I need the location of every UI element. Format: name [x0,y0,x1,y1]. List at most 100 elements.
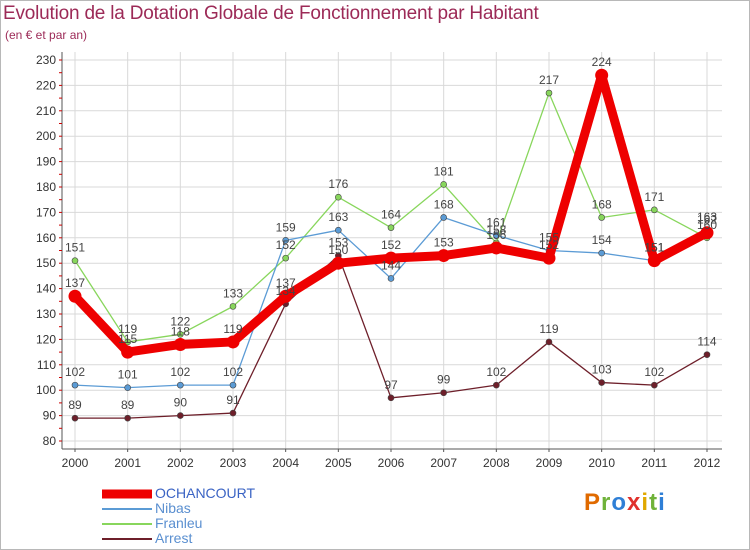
data-point [387,224,395,231]
x-tick-label: 2001 [114,456,141,470]
legend-label-ochancourt: OCHANCOURT [155,485,256,501]
data-label: 137 [276,276,296,290]
data-label: 156 [486,228,506,242]
data-point [177,331,184,338]
data-point [124,338,131,346]
data-point [121,345,135,359]
data-label: 153 [434,236,454,250]
data-label: 161 [486,215,506,229]
y-tick-label: 170 [36,205,56,219]
data-point [598,379,605,386]
x-tick-label: 2011 [641,456,667,470]
x-tick-label: 2006 [378,456,405,470]
x-tick-label: 2009 [536,456,563,470]
data-label: 122 [170,314,190,328]
x-tick-label: 2002 [167,456,194,470]
data-label: 217 [539,73,559,87]
x-tick-label: 2000 [62,456,89,470]
data-point [71,257,79,264]
data-label: 119 [223,322,242,336]
data-label: 97 [384,378,398,392]
data-label: 164 [381,208,401,222]
data-point [440,181,447,188]
data-point [279,289,293,303]
data-label: 103 [592,363,612,377]
x-tick-label: 2010 [588,456,615,470]
data-label: 155 [539,231,559,245]
data-label: 102 [223,365,243,379]
data-label: 158 [486,223,506,237]
data-point [700,226,714,240]
data-label: 151 [644,241,664,255]
data-label: 133 [223,286,243,300]
y-tick-label: 150 [36,256,56,270]
data-label: 102 [644,365,664,379]
data-label: 89 [68,398,82,412]
data-label: 151 [644,241,664,255]
data-point [493,231,500,239]
data-label: 224 [592,55,612,69]
data-label: 153 [328,236,348,250]
data-label: 151 [65,241,85,255]
data-point [71,381,79,389]
data-point [177,412,184,419]
data-label: 89 [121,398,135,412]
data-point [651,206,658,214]
y-tick-label: 140 [36,282,56,296]
x-tick-label: 2003 [220,456,247,470]
data-label: 102 [170,365,190,379]
data-point [493,381,500,389]
data-label: 168 [434,197,454,211]
data-label: 152 [381,238,401,252]
chart-title: Evolution de la Dotation Globale de Fonc… [3,3,539,24]
data-point [71,414,79,422]
data-label: 168 [592,197,612,211]
legend [102,489,152,540]
x-tick-label: 2008 [483,456,510,470]
data-point [651,381,658,389]
data-label: 152 [539,238,559,252]
axes: 8090100110120130140150160170180190200210… [36,52,722,470]
data-point [124,384,131,391]
data-label: 137 [65,276,85,290]
y-tick-label: 120 [36,332,56,346]
data-label: 102 [486,365,506,379]
data-point [489,241,503,255]
chart-subtitle: (en € et par an) [5,28,88,42]
data-point [335,193,342,201]
data-point [384,251,398,265]
data-label: 134 [276,284,296,298]
data-point [68,289,82,303]
y-tick-label: 80 [43,434,57,448]
data-label: 115 [118,332,137,346]
y-tick-label: 220 [36,78,56,92]
data-label: 102 [65,365,85,379]
data-point [437,249,451,263]
data-label: 160 [697,218,717,232]
data-point [335,226,342,234]
y-tick-label: 130 [36,307,56,321]
proxiti-logo: Proxiti [584,489,666,516]
data-point [124,414,131,422]
data-point [440,214,447,221]
data-point [598,249,605,257]
data-point [282,254,289,262]
x-tick-label: 2004 [272,456,299,470]
x-tick-label: 2007 [430,456,457,470]
data-label: 114 [697,335,716,349]
data-point [177,381,184,389]
data-label: 163 [328,210,348,224]
data-label: 162 [697,213,717,227]
data-point [387,275,395,282]
data-label: 99 [437,373,451,387]
data-label: 101 [118,368,138,382]
data-point [387,394,395,402]
y-tick-label: 190 [36,155,56,169]
y-tick-label: 160 [36,231,56,245]
data-label: 163 [697,210,717,224]
data-label: 176 [328,177,348,191]
data-label: 119 [539,322,558,336]
data-point [542,251,556,265]
